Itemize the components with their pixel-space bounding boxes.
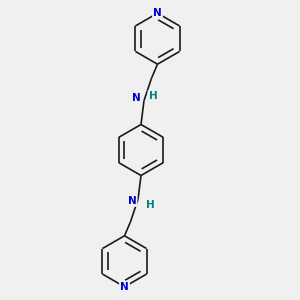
Text: H: H (148, 91, 158, 101)
Text: N: N (153, 8, 162, 18)
Text: N: N (128, 196, 136, 206)
Text: N: N (132, 93, 141, 103)
Text: N: N (120, 282, 129, 292)
Text: H: H (146, 200, 154, 210)
